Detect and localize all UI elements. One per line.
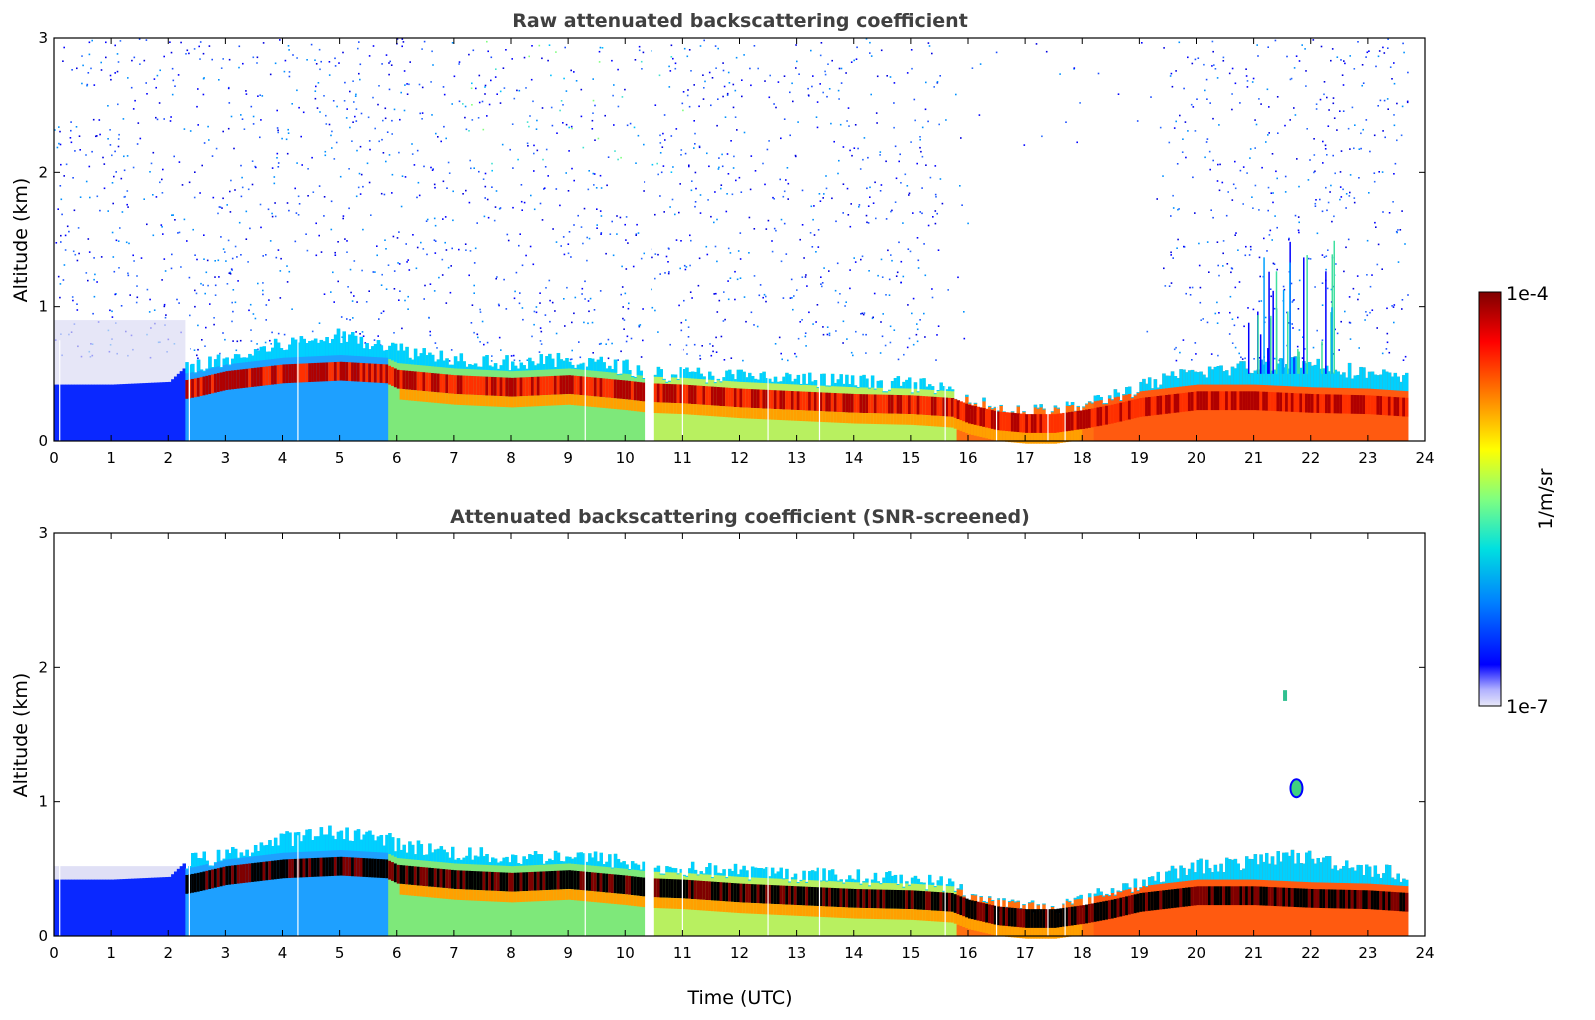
x-tick-label: 0	[49, 449, 59, 467]
data-gap	[645, 533, 652, 936]
x-tick-label: 19	[1130, 944, 1149, 962]
raw-ylabel: Altitude (km)	[10, 178, 32, 303]
x-tick-label: 20	[1187, 449, 1206, 467]
colorbar-label: 1/m/sr	[1535, 468, 1557, 529]
cloud-feature	[1283, 690, 1288, 701]
x-tick-label: 3	[221, 449, 231, 467]
x-tick-label: 19	[1130, 449, 1149, 467]
boundary-layer	[54, 825, 1409, 939]
y-tick-label: 2	[38, 163, 48, 181]
x-tick-label: 18	[1073, 944, 1092, 962]
x-tick-label: 20	[1187, 944, 1206, 962]
x-tick-label: 8	[506, 449, 516, 467]
cloud-feature	[1289, 778, 1304, 799]
x-tick-label: 18	[1073, 449, 1092, 467]
x-tick-label: 3	[221, 944, 231, 962]
x-tick-label: 6	[392, 449, 402, 467]
x-tick-label: 15	[901, 449, 920, 467]
x-tick-label: 5	[335, 944, 345, 962]
x-tick-label: 21	[1244, 449, 1263, 467]
y-tick-label: 2	[38, 658, 48, 676]
x-tick-label: 8	[506, 944, 516, 962]
colorbar-max-label: 1e-4	[1506, 283, 1549, 305]
x-tick-label: 7	[449, 449, 459, 467]
raw-title: Raw attenuated backscattering coefficien…	[512, 10, 968, 32]
x-tick-label: 14	[844, 944, 863, 962]
colorbar: 1e-4 1e-7 1/m/sr	[1478, 283, 1557, 718]
y-tick-label: 0	[38, 927, 48, 945]
x-tick-label: 13	[787, 944, 806, 962]
x-tick-label: 23	[1358, 944, 1377, 962]
raw-plot-area	[54, 38, 1425, 444]
x-tick-label: 12	[730, 449, 749, 467]
screened-plot-area	[54, 533, 1425, 939]
screened-title: Attenuated backscattering coefficient (S…	[450, 506, 1030, 528]
x-tick-label: 22	[1301, 944, 1320, 962]
screened-axes: 0 1 2 3 4 5 6 7 8 9 10 11 12 13 14 15 16 17 18 19 20 21 22 23 24…	[38, 524, 1434, 962]
data-gap	[645, 38, 652, 441]
x-tick-label: 10	[616, 944, 635, 962]
panel-raw: Raw attenuated backscattering coefficien…	[10, 10, 1435, 467]
x-tick-label: 4	[278, 449, 288, 467]
x-tick-label: 23	[1358, 449, 1377, 467]
x-tick-label: 5	[335, 449, 345, 467]
y-tick-label: 0	[38, 432, 48, 450]
boundary-layer	[54, 328, 1409, 444]
screened-ylabel: Altitude (km)	[10, 673, 32, 798]
x-tick-label: 12	[730, 944, 749, 962]
x-tick-label: 13	[787, 449, 806, 467]
x-tick-label: 10	[616, 449, 635, 467]
haze-region	[54, 866, 186, 880]
y-tick-label: 3	[38, 29, 48, 47]
haze-region	[54, 320, 186, 385]
x-tick-label: 21	[1244, 944, 1263, 962]
x-tick-label: 9	[563, 944, 573, 962]
x-tick-label: 11	[673, 944, 692, 962]
x-tick-label: 17	[1016, 944, 1035, 962]
y-tick-label: 1	[38, 298, 48, 316]
x-tick-label: 24	[1415, 449, 1434, 467]
colorbar-gradient	[1478, 291, 1502, 707]
convective-spikes	[1247, 240, 1335, 374]
y-tick-label: 3	[38, 524, 48, 542]
x-tick-label: 17	[1016, 449, 1035, 467]
x-tick-label: 6	[392, 944, 402, 962]
x-tick-label: 2	[163, 944, 173, 962]
x-tick-label: 11	[673, 449, 692, 467]
screened-xlabel: Time (UTC)	[686, 987, 792, 1009]
x-tick-label: 0	[49, 944, 59, 962]
x-tick-label: 14	[844, 449, 863, 467]
x-tick-label: 24	[1415, 944, 1434, 962]
y-tick-label: 1	[38, 793, 48, 811]
x-tick-label: 1	[106, 449, 116, 467]
x-tick-label: 16	[958, 944, 977, 962]
x-tick-label: 22	[1301, 449, 1320, 467]
panel-screened: Attenuated backscattering coefficient (S…	[10, 506, 1435, 1009]
colorbar-min-label: 1e-7	[1506, 696, 1549, 718]
x-tick-label: 1	[106, 944, 116, 962]
x-tick-label: 2	[163, 449, 173, 467]
x-tick-label: 15	[901, 944, 920, 962]
x-tick-label: 7	[449, 944, 459, 962]
x-tick-label: 9	[563, 449, 573, 467]
raw-axes: 0 1 2 3 4 5 6 7 8 9 10 11 12 13 14 15 16 17 18 19 20 21 22 23 24…	[38, 29, 1434, 467]
noise-speckle	[54, 38, 1409, 362]
x-tick-label: 16	[958, 449, 977, 467]
x-tick-label: 4	[278, 944, 288, 962]
